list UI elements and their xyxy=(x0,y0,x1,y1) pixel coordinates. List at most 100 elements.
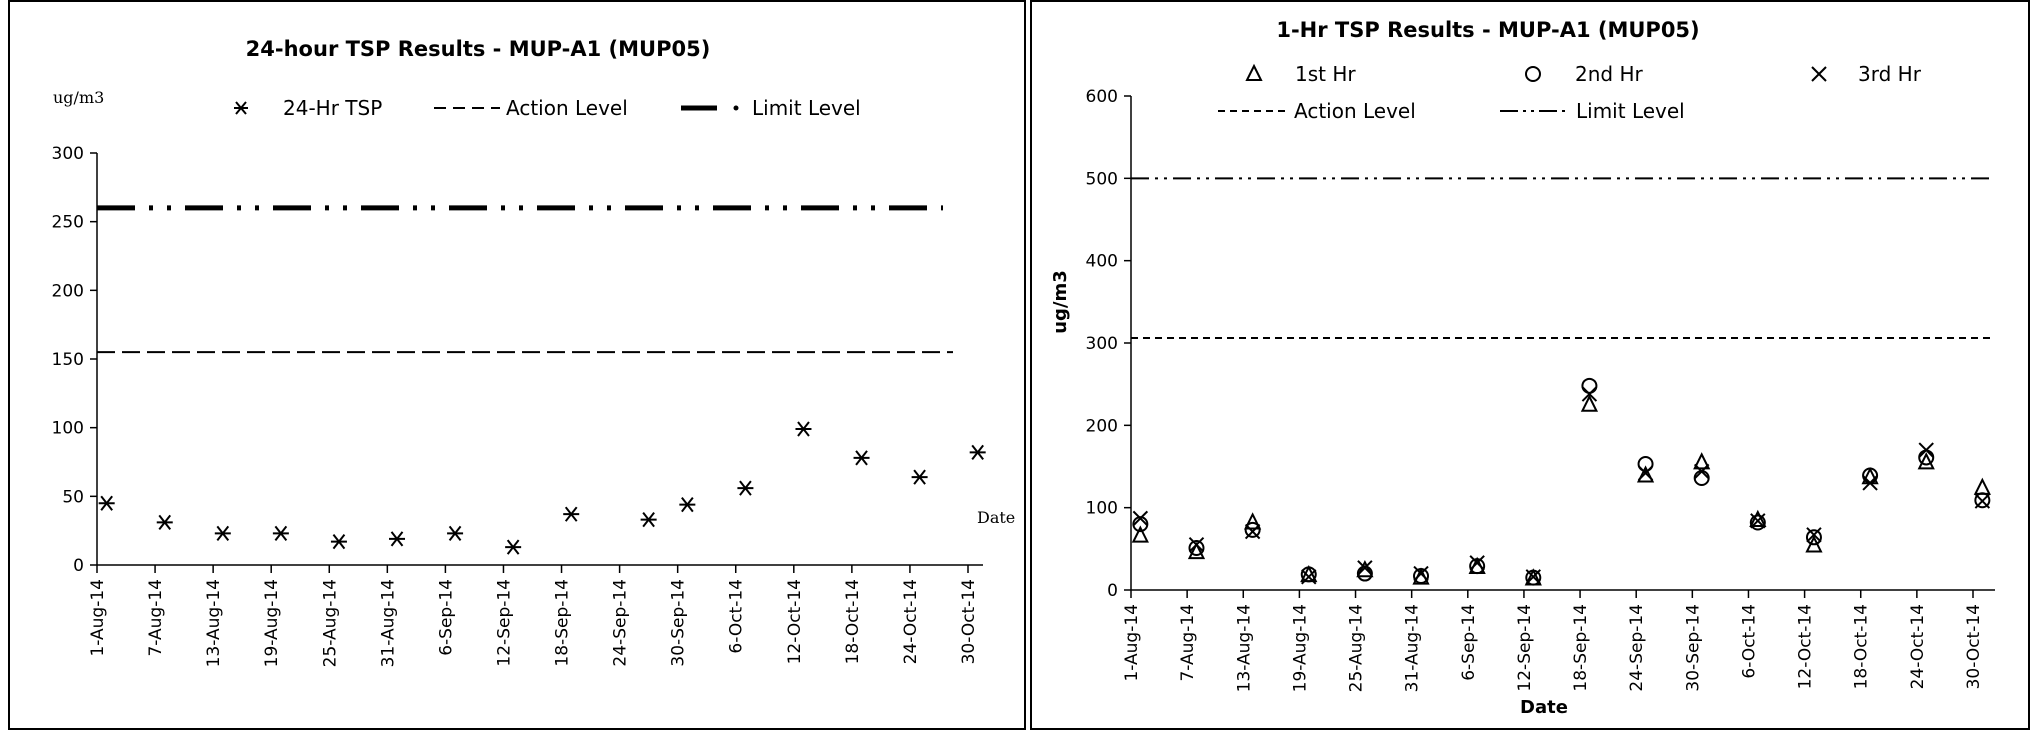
data-point-stroke xyxy=(1974,493,1991,509)
y-axis-label: ug/m3 xyxy=(53,88,104,107)
data-point xyxy=(563,506,580,522)
x-tick-labels: 1-Aug-14 7-Aug-14 13-Aug-14 19-Aug-14 25-Aug… xyxy=(1122,604,1984,692)
x-tick-label: 12-Sep-14 xyxy=(494,579,514,667)
x-tick-label: 30-Sep-14 xyxy=(669,579,689,667)
x-tick-label: 19-Aug-14 xyxy=(1290,604,1310,692)
x-tick-label: 30-Oct-14 xyxy=(959,579,979,664)
x-tick-label: 7-Aug-14 xyxy=(146,579,166,657)
data-point xyxy=(1637,465,1654,481)
data-point xyxy=(1187,541,1206,560)
y-tick-label: 250 xyxy=(52,213,84,233)
x-tick-label: 25-Aug-14 xyxy=(1347,604,1367,692)
y-axis-label: ug/m3 xyxy=(1050,270,1071,334)
legend: 1st Hr 2nd Hr 3rd Hr Action Level Limit … xyxy=(1218,62,1922,123)
data-point-stroke xyxy=(1693,463,1710,480)
data-point-stroke xyxy=(1301,569,1317,585)
data-point-stroke xyxy=(855,450,868,466)
x-tick-label: 31-Aug-14 xyxy=(1403,604,1423,692)
data-point-stroke xyxy=(448,525,462,542)
data-point xyxy=(1300,566,1317,583)
data-point-stroke xyxy=(100,495,113,511)
data-point-stroke xyxy=(1469,555,1485,571)
data-point-stroke xyxy=(739,480,752,496)
data-point-stroke xyxy=(506,539,520,555)
data-point-stroke xyxy=(274,525,288,542)
data-point-stroke xyxy=(158,514,172,531)
data-point xyxy=(1581,386,1598,402)
data-point-stroke xyxy=(681,496,694,513)
x-tick-label: 30-Oct-14 xyxy=(1964,604,1984,689)
y-tick-label: 200 xyxy=(1086,416,1118,436)
data-point xyxy=(737,480,754,496)
data-point xyxy=(1188,537,1205,553)
chart-24hr: 24-hour TSP Results - MUP-A1 (MUP05) ug/… xyxy=(52,37,1016,667)
data-point xyxy=(853,450,870,466)
legend-label-limit-level: Limit Level xyxy=(1576,99,1685,123)
data-point xyxy=(911,469,928,485)
x-tick-label: 6-Sep-14 xyxy=(436,579,456,656)
legend-marker-24hr-tsp xyxy=(234,101,248,115)
x-tick-label: 24-Sep-14 xyxy=(1627,604,1647,692)
legend-label-action-level: Action Level xyxy=(1294,99,1416,123)
x-tick-label: 18-Oct-14 xyxy=(1852,604,1872,689)
data-point-stroke xyxy=(1357,560,1373,576)
data-point xyxy=(1749,514,1766,531)
x-tick-labels: 1-Aug-14 7-Aug-14 13-Aug-14 19-Aug-14 25-Aug… xyxy=(88,579,979,667)
data-point xyxy=(1357,560,1373,576)
data-point-stroke xyxy=(564,506,578,522)
chart-1hr: 1-Hr TSP Results - MUP-A1 (MUP05) ug/m3 … xyxy=(1050,18,1995,718)
chart-title: 24-hour TSP Results - MUP-A1 (MUP05) xyxy=(246,37,711,61)
data-point xyxy=(1132,510,1149,527)
data-point xyxy=(1749,509,1767,528)
axes xyxy=(90,152,983,573)
legend-label-action-level: Action Level xyxy=(506,96,628,120)
data-point xyxy=(1244,521,1261,538)
y-tick-label: 150 xyxy=(52,350,84,370)
data-point xyxy=(1356,560,1374,578)
data-point xyxy=(1750,513,1766,529)
y-tick-label: 600 xyxy=(1086,87,1118,107)
y-tick-label: 400 xyxy=(1086,252,1118,272)
data-point-stroke xyxy=(1750,513,1766,529)
data-point xyxy=(389,531,406,547)
data-point xyxy=(1413,568,1430,585)
data-point-stroke xyxy=(1525,569,1541,585)
data-point-stroke xyxy=(1918,442,1934,458)
x-tick-label: 30-Sep-14 xyxy=(1683,604,1703,692)
x-tick-label: 1-Aug-14 xyxy=(1122,604,1142,682)
data-point-stroke xyxy=(797,421,810,437)
data-point xyxy=(640,512,657,528)
data-point-stroke xyxy=(1581,386,1598,402)
data-point-stroke xyxy=(1637,465,1654,481)
data-point xyxy=(1974,492,1991,509)
data-point xyxy=(1806,527,1822,543)
data-points-2nd-hr xyxy=(1132,377,1991,586)
data-point xyxy=(1525,569,1541,585)
data-point xyxy=(1131,525,1149,543)
y-tick-label: 500 xyxy=(1086,169,1118,189)
legend-marker-1st-hr xyxy=(1245,63,1263,81)
x-tick-label: 24-Sep-14 xyxy=(611,579,631,667)
legend-dot-limit-level xyxy=(733,105,739,111)
x-tick-label: 31-Aug-14 xyxy=(378,579,398,667)
x-axis-label: Date xyxy=(977,508,1015,527)
data-point-stroke xyxy=(390,531,404,547)
data-point-stroke xyxy=(1413,565,1429,582)
legend-label-24hr-tsp: 24-Hr TSP xyxy=(283,96,382,120)
data-point xyxy=(1974,493,1991,509)
x-tick-label: 1-Aug-14 xyxy=(88,579,108,657)
x-tick-label: 6-Oct-14 xyxy=(1739,604,1759,679)
x-tick-label: 18-Sep-14 xyxy=(553,579,573,667)
data-point xyxy=(1918,442,1934,458)
data-point xyxy=(1917,452,1935,470)
data-point xyxy=(1862,475,1878,491)
x-tick-label: 18-Sep-14 xyxy=(1571,604,1591,692)
x-axis-label: Date xyxy=(1520,697,1568,718)
data-point xyxy=(1525,569,1542,586)
x-tick-label: 24-Oct-14 xyxy=(1908,604,1928,689)
x-tick-label: 13-Aug-14 xyxy=(204,579,224,667)
data-points-1st-hr xyxy=(1131,394,1991,586)
data-point xyxy=(1301,569,1317,585)
x-tick-label: 18-Oct-14 xyxy=(843,579,863,664)
